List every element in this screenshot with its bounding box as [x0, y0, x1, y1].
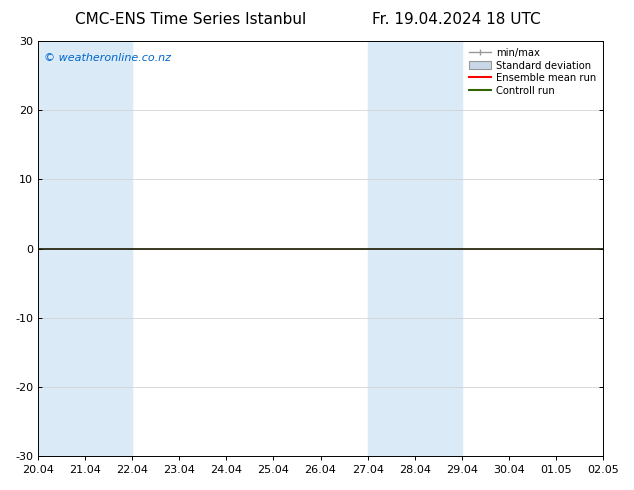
Bar [368, 41, 462, 456]
Text: Fr. 19.04.2024 18 UTC: Fr. 19.04.2024 18 UTC [372, 12, 541, 27]
Text: CMC-ENS Time Series Istanbul: CMC-ENS Time Series Istanbul [75, 12, 306, 27]
Bar [38, 41, 132, 456]
Text: © weatheronline.co.nz: © weatheronline.co.nz [44, 53, 171, 64]
Bar [603, 41, 634, 456]
Legend: min/max, Standard deviation, Ensemble mean run, Controll run: min/max, Standard deviation, Ensemble me… [467, 46, 598, 98]
